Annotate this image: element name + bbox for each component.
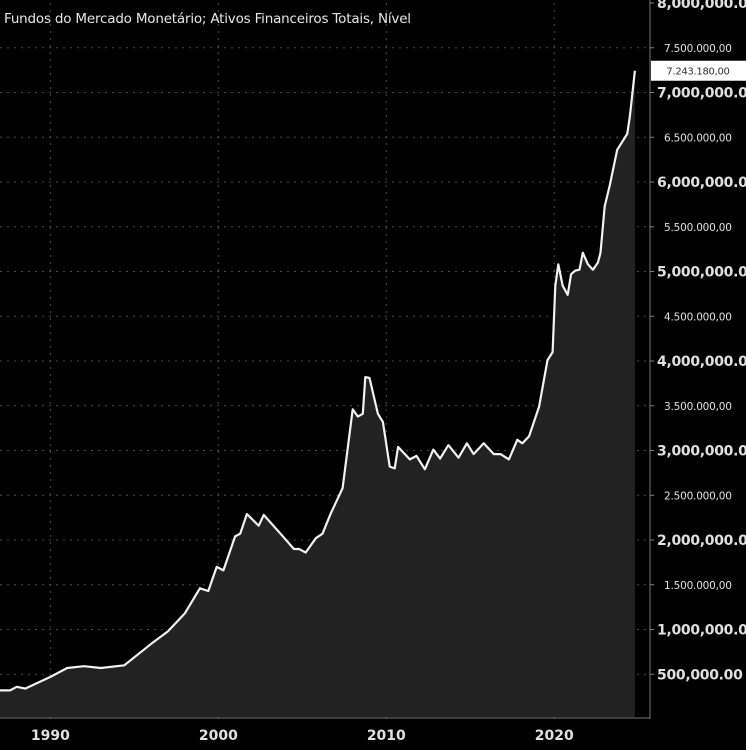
last-value-box: [651, 60, 746, 81]
y-tick-label: 6.500.000,00: [664, 132, 732, 144]
y-tick-label: 500,000.00: [657, 667, 743, 683]
y-tick-label: 7.500.000,00: [664, 43, 732, 55]
last-value-text: 7.243.180,00: [666, 67, 729, 78]
y-tick-label: 4.500.000,00: [664, 311, 732, 323]
y-tick-label: 6,000,000.00: [657, 175, 746, 191]
last-value-label: 7.243.180,00: [651, 60, 746, 81]
series-line: [0, 70, 636, 692]
y-tick-label: 2.500.000,00: [664, 490, 732, 502]
y-tick-label: 5.500.000,00: [664, 222, 732, 234]
y-tick-label: 4,000,000.00: [657, 354, 746, 370]
x-tick-label: 2020: [535, 728, 574, 744]
y-tick-label: 2,000,000.00: [657, 533, 746, 549]
y-tick-label: 8,000,000.00: [657, 0, 746, 12]
axes: [0, 0, 651, 719]
x-axis-ticks: 1990 2000 2010 2020: [31, 728, 574, 744]
y-tick-label: 1,000,000.00: [657, 623, 746, 639]
y-tick-label: 3,000,000.00: [657, 444, 746, 460]
y-axis-ticks: 8,000,000.00 7.500.000,00 7,000,000.00 6.50…: [650, 0, 746, 683]
series-area-fill: [0, 70, 635, 717]
chart-title: Fundos do Mercado Monetário; Ativos Fina…: [4, 11, 411, 27]
x-tick-label: 1990: [31, 728, 70, 744]
x-tick-label: 2000: [199, 728, 238, 744]
y-tick-label: 7,000,000.00: [657, 86, 746, 102]
y-tick-label: 3.500.000,00: [664, 401, 732, 413]
y-tick-label: 1.500.000,00: [664, 580, 732, 592]
y-tick-label: 5,000,000.00: [657, 265, 746, 281]
x-tick-label: 2010: [367, 728, 406, 744]
